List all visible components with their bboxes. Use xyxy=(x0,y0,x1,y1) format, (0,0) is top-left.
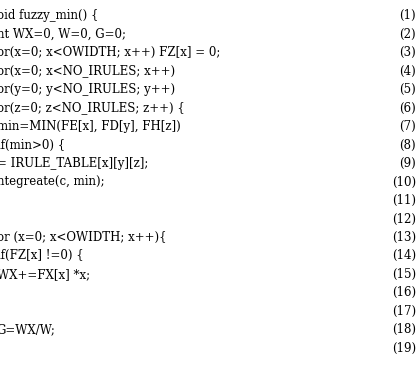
Text: min=MIN(FE[x], FD[y], FH[z]): min=MIN(FE[x], FD[y], FH[z]) xyxy=(0,120,181,133)
Text: (10): (10) xyxy=(392,176,416,188)
Text: oid fuzzy_min() {: oid fuzzy_min() { xyxy=(0,9,98,22)
Text: if(min>0) {: if(min>0) { xyxy=(0,139,65,152)
Text: (16): (16) xyxy=(392,287,416,299)
Text: (4): (4) xyxy=(399,65,416,78)
Text: (3): (3) xyxy=(399,46,416,59)
Text: or(x=0; x<NO_IRULES; x++): or(x=0; x<NO_IRULES; x++) xyxy=(0,65,175,78)
Text: (8): (8) xyxy=(399,139,416,152)
Text: WX+=FX[x] *x;: WX+=FX[x] *x; xyxy=(0,268,90,281)
Text: or(x=0; x<OWIDTH; x++) FZ[x] = 0;: or(x=0; x<OWIDTH; x++) FZ[x] = 0; xyxy=(0,46,220,59)
Text: (13): (13) xyxy=(392,231,416,244)
Text: = IRULE_TABLE[x][y][z];: = IRULE_TABLE[x][y][z]; xyxy=(0,157,148,170)
Text: or (x=0; x<OWIDTH; x++){: or (x=0; x<OWIDTH; x++){ xyxy=(0,231,166,244)
Text: G=WX/W;: G=WX/W; xyxy=(0,324,56,336)
Text: (19): (19) xyxy=(392,342,416,355)
Text: (15): (15) xyxy=(392,268,416,281)
Text: (12): (12) xyxy=(392,212,416,225)
Text: (9): (9) xyxy=(399,157,416,170)
Text: nt WX=0, W=0, G=0;: nt WX=0, W=0, G=0; xyxy=(0,27,126,41)
Text: (1): (1) xyxy=(399,9,416,22)
Text: ntegreate(c, min);: ntegreate(c, min); xyxy=(0,176,104,188)
Text: or(z=0; z<NO_IRULES; z++) {: or(z=0; z<NO_IRULES; z++) { xyxy=(0,102,184,115)
Text: if(FZ[x] !=0) {: if(FZ[x] !=0) { xyxy=(0,250,83,262)
Text: (6): (6) xyxy=(399,102,416,115)
Text: (11): (11) xyxy=(392,194,416,207)
Text: (5): (5) xyxy=(399,83,416,96)
Text: (17): (17) xyxy=(392,305,416,318)
Text: (18): (18) xyxy=(392,324,416,336)
Text: or(y=0; y<NO_IRULES; y++): or(y=0; y<NO_IRULES; y++) xyxy=(0,83,175,96)
Text: (7): (7) xyxy=(399,120,416,133)
Text: (14): (14) xyxy=(392,250,416,262)
Text: (2): (2) xyxy=(399,27,416,41)
